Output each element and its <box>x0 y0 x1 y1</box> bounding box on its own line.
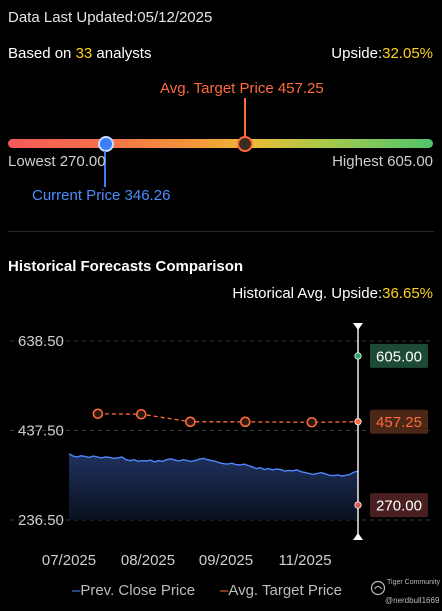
avg-target-point <box>185 416 196 428</box>
historical-title: Historical Forecasts Comparison <box>8 258 244 275</box>
current-price-label: Current Price 346.26 <box>32 187 171 204</box>
x-tick-label: 11/2025 <box>278 552 331 569</box>
upside-label: Upside: <box>331 45 383 62</box>
lowest-target-label: Lowest 270.00 <box>8 153 106 170</box>
y-tick-label: 437.50 <box>18 423 64 440</box>
low-target-dot <box>354 501 362 509</box>
legend-close-label: Prev. Close Price <box>80 582 196 599</box>
avg-target-point <box>239 416 251 428</box>
price-range-bar <box>8 139 433 148</box>
low-target-box <box>370 493 428 518</box>
historical-upside-value: 36.65% <box>382 285 433 302</box>
watermark-brand: Tiger Community <box>387 579 441 586</box>
historical-upside-label: Historical Avg. Upside: <box>232 285 383 302</box>
upside-value: 32.05% <box>382 45 433 62</box>
current-price-pointer <box>104 151 106 187</box>
high-target-dot <box>354 352 362 360</box>
x-tick-label: 09/2025 <box>199 552 253 569</box>
y-axis-ticks: 638.50 437.50 236.50 <box>18 333 64 529</box>
avg-target-marker <box>237 136 253 152</box>
x-axis-ticks: 07/2025 08/2025 09/2025 11/2025 <box>42 552 332 569</box>
section-divider <box>8 231 434 232</box>
x-tick-label: 08/2025 <box>121 552 175 569</box>
avg-target-box <box>370 409 428 434</box>
tiger-logo-icon <box>370 580 386 596</box>
analysts-number: 33 <box>75 45 93 62</box>
low-target-value: 270.00 <box>376 498 422 515</box>
avg-target-line <box>97 413 359 423</box>
high-target-value: 605.00 <box>376 348 422 365</box>
legend-target-swatch: – <box>220 582 229 599</box>
chart-cursor[interactable] <box>353 323 363 540</box>
close-price-line <box>68 453 359 477</box>
avg-target-pointer <box>244 98 246 143</box>
legend-close-swatch: – <box>72 582 81 599</box>
updated-date: 05/12/2025 <box>137 9 213 26</box>
avg-target-point <box>306 416 318 428</box>
x-tick-label: 07/2025 <box>42 552 96 569</box>
legend-target[interactable]: –Avg. Target Price <box>220 582 342 599</box>
watermark-user: @nerdbull1669 <box>385 596 440 605</box>
cursor-bottom-handle[interactable] <box>353 533 363 540</box>
historical-upside: Historical Avg. Upside:36.65% <box>232 285 433 302</box>
cursor-top-handle[interactable] <box>353 323 363 330</box>
value-markers: 605.00 457.25 270.00 <box>354 343 428 518</box>
upside-summary: Upside:32.05% <box>331 45 433 62</box>
avg-target-dot <box>354 418 362 426</box>
current-price-marker <box>98 136 114 152</box>
y-tick-label: 638.50 <box>18 333 64 350</box>
analyst-count: Based on 33 analysts <box>8 45 151 62</box>
updated-label: Data Last Updated: <box>8 9 138 26</box>
legend-close[interactable]: –Prev. Close Price <box>72 582 195 599</box>
analysts-prefix: Based on <box>8 45 76 62</box>
close-price-area <box>69 453 358 520</box>
legend-target-label: Avg. Target Price <box>228 582 343 599</box>
analysts-suffix: analysts <box>92 45 152 62</box>
avg-target-points <box>92 408 318 428</box>
avg-target-point <box>92 408 104 420</box>
avg-target-value: 457.25 <box>376 414 422 431</box>
last-updated: Data Last Updated:05/12/2025 <box>8 9 212 26</box>
high-target-box <box>370 343 428 368</box>
historical-chart[interactable]: 638.50 437.50 236.50 605.00 457.25 270.00 07… <box>0 315 442 575</box>
y-tick-label: 236.50 <box>18 512 64 529</box>
avg-target-point <box>135 408 147 420</box>
avg-target-label: Avg. Target Price 457.25 <box>160 80 324 97</box>
highest-target-label: Highest 605.00 <box>332 153 433 170</box>
